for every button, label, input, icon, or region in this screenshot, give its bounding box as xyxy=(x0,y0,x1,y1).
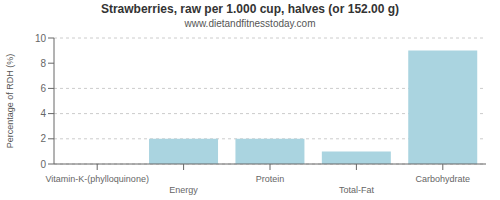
svg-text:4: 4 xyxy=(40,108,46,119)
html-text:www.dietandfitnesstoday.com: www.dietandfitnesstoday.com xyxy=(184,18,316,29)
svg-text:Carbohydrate: Carbohydrate xyxy=(416,174,471,184)
html-text:Strawberries, raw per 1.000 cu: Strawberries, raw per 1.000 cup, halves … xyxy=(100,2,400,16)
svg-text:Percentage of RDH (%): Percentage of RDH (%) xyxy=(8,54,15,149)
svg-text:2: 2 xyxy=(40,133,46,144)
svg-text:10: 10 xyxy=(35,33,47,44)
svg-text:Energy: Energy xyxy=(169,185,198,195)
svg-text:Total-Fat: Total-Fat xyxy=(339,185,375,195)
svg-text:Protein: Protein xyxy=(256,174,285,184)
svg-text:Vitamin-K-(phylloquinone): Vitamin-K-(phylloquinone) xyxy=(46,174,149,184)
svg-text:6: 6 xyxy=(40,83,46,94)
svg-text:0: 0 xyxy=(40,159,46,170)
svg-text:8: 8 xyxy=(40,58,46,69)
